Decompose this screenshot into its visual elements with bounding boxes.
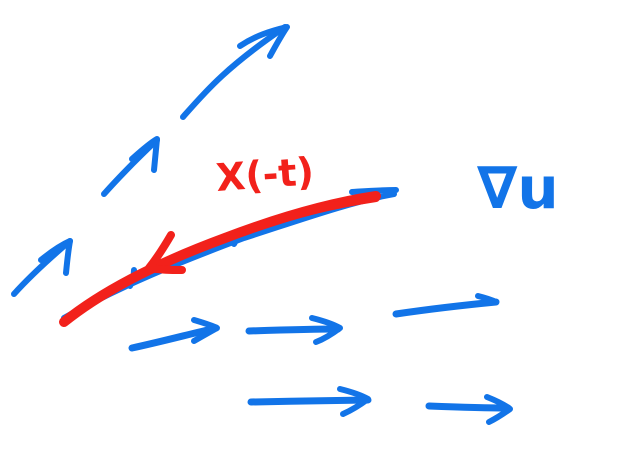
field-arrow-icon — [249, 318, 340, 342]
field-arrow-icon — [14, 241, 70, 294]
field-arrow-icon — [183, 27, 287, 117]
field-arrow-icon — [396, 296, 496, 314]
gradient-label: ∇u — [477, 154, 559, 222]
field-arrow-icon — [104, 139, 157, 194]
field-arrow-icon — [64, 190, 396, 318]
trajectory-label: X(-t) — [215, 149, 316, 200]
field-arrow-icon — [132, 320, 217, 348]
field-arrow-icon — [251, 389, 368, 414]
trajectory-curve — [64, 196, 376, 322]
field-arrow-icon — [429, 397, 510, 422]
